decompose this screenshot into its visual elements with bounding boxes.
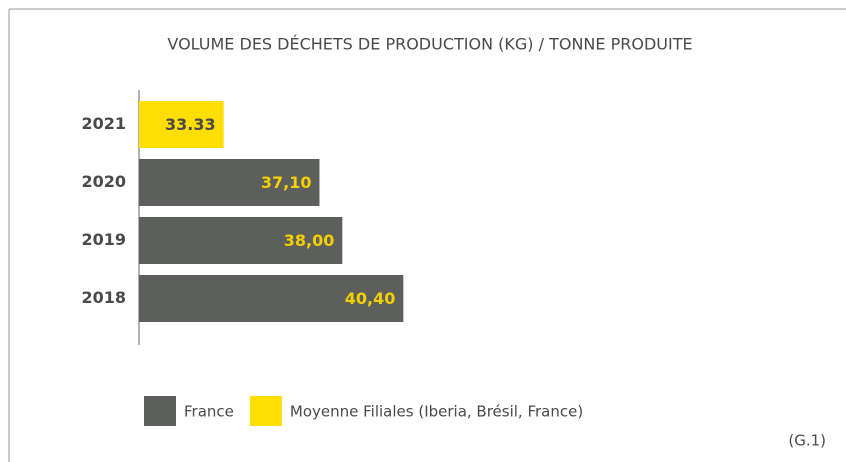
y-tick-label: 2019 xyxy=(81,230,126,249)
legend-label: Moyenne Filiales (Iberia, Brésil, France… xyxy=(290,403,583,421)
chart-title: VOLUME DES DÉCHETS DE PRODUCTION (KG) / … xyxy=(167,35,692,54)
bar xyxy=(139,275,404,322)
value-label: 33.33 xyxy=(165,115,216,134)
legend-swatch xyxy=(249,396,282,426)
bar xyxy=(139,101,224,148)
y-tick-label: 2021 xyxy=(81,114,126,133)
y-tick-label: 2020 xyxy=(81,172,126,191)
value-label: 38,00 xyxy=(284,231,335,250)
legend-label: France xyxy=(184,403,234,421)
value-label: 37,10 xyxy=(261,173,312,192)
figure-note: (G.1) xyxy=(788,432,826,450)
bar xyxy=(139,159,320,206)
legend-swatch xyxy=(144,396,176,426)
value-label: 40,40 xyxy=(345,289,396,308)
y-tick-label: 2018 xyxy=(81,288,126,307)
bar xyxy=(139,217,343,264)
